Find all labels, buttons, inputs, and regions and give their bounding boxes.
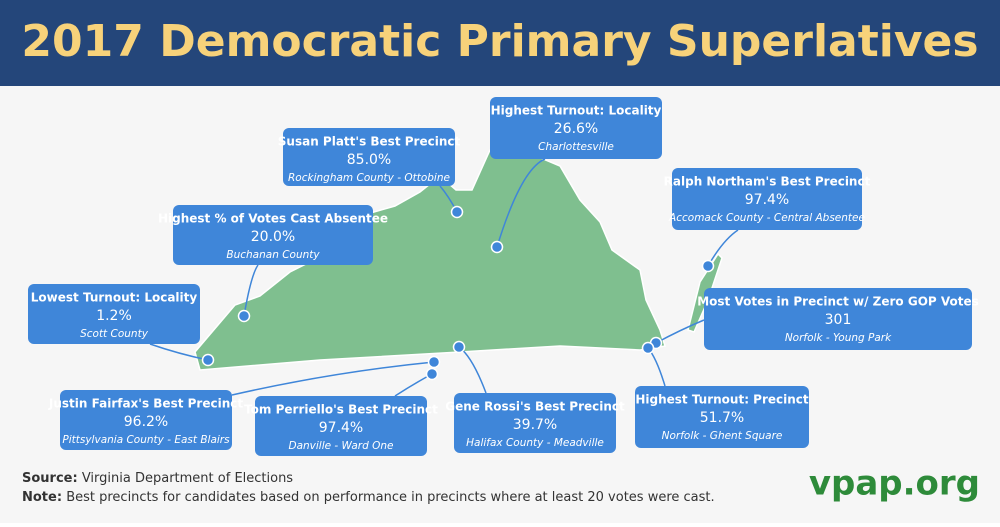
callout-value: 97.4% bbox=[319, 420, 363, 436]
callout-title: Gene Rossi's Best Precinct bbox=[445, 400, 625, 414]
callout-box bbox=[490, 97, 662, 159]
callout-value: 26.6% bbox=[554, 121, 598, 137]
callout-box bbox=[704, 288, 972, 350]
callout: Gene Rossi's Best Precinct 39.7% Halifax C… bbox=[445, 340, 625, 453]
callout: Tom Perriello's Best Precinct 97.4% Danvil… bbox=[244, 367, 439, 456]
callout-box bbox=[283, 128, 455, 186]
leader-line bbox=[496, 158, 546, 248]
callout: Lowest Turnout: Locality 1.2% Scott County bbox=[28, 284, 215, 367]
callout-location: Halifax County - Meadville bbox=[466, 437, 604, 449]
location-dot bbox=[641, 341, 655, 355]
logo: vpap.org bbox=[809, 464, 980, 504]
callout-value: 85.0% bbox=[347, 152, 391, 168]
callout: Susan Platt's Best Precinct 85.0% Rockingh… bbox=[278, 128, 464, 219]
leader-line bbox=[243, 264, 259, 317]
callout-box bbox=[28, 284, 200, 344]
callout: Ralph Northam's Best Precinct 97.4% Accoma… bbox=[664, 168, 871, 273]
callout-title: Ralph Northam's Best Precinct bbox=[664, 175, 871, 189]
callout-location: Rockingham County - Ottobine bbox=[288, 172, 450, 184]
header-band bbox=[0, 0, 1000, 86]
callout-box bbox=[672, 168, 862, 230]
callout-location: Charlottesville bbox=[538, 141, 614, 153]
callout-location: Scott County bbox=[80, 328, 149, 340]
callout-value: 97.4% bbox=[745, 192, 789, 208]
callout: Highest % of Votes Cast Absentee 20.0% Buc… bbox=[158, 205, 388, 323]
callout: Highest Turnout: Precinct 51.7% Norfolk - … bbox=[635, 341, 809, 448]
callout-location: Buchanan County bbox=[226, 249, 320, 261]
callout-box bbox=[60, 390, 232, 450]
callout-location: Norfolk - Ghent Square bbox=[662, 430, 783, 442]
callout-value: 96.2% bbox=[124, 414, 168, 430]
callout-box bbox=[255, 396, 427, 456]
callout-title: Highest Turnout: Locality bbox=[491, 104, 662, 118]
location-dot bbox=[237, 309, 251, 323]
leader-line bbox=[231, 361, 435, 396]
location-dot bbox=[452, 340, 466, 354]
callout-title: Susan Platt's Best Precinct bbox=[278, 135, 461, 149]
location-dot bbox=[425, 367, 439, 381]
callout-box bbox=[454, 393, 616, 453]
callout-title: Highest % of Votes Cast Absentee bbox=[158, 212, 388, 226]
note: Note: Best precincts for candidates base… bbox=[22, 490, 715, 505]
callout-location: Pittsylvania County - East Blairs bbox=[62, 434, 230, 446]
callout-title: Tom Perriello's Best Precinct bbox=[244, 403, 438, 417]
title: 2017 Democratic Primary Superlatives bbox=[21, 16, 978, 67]
location-dot bbox=[427, 355, 441, 369]
callout: Justin Fairfax's Best Precinct 96.2% Pitts… bbox=[48, 355, 441, 450]
location-dot bbox=[450, 205, 464, 219]
callout-value: 20.0% bbox=[251, 229, 295, 245]
location-dot bbox=[490, 240, 504, 254]
callout-location: Norfolk - Young Park bbox=[785, 332, 892, 344]
location-dot bbox=[201, 353, 215, 367]
source: Source: Virginia Department of Elections bbox=[22, 471, 293, 486]
callout-box bbox=[173, 205, 373, 265]
callout-title: Most Votes in Precinct w/ Zero GOP Votes bbox=[697, 295, 979, 309]
callout-location: Accomack County - Central Absentee bbox=[668, 212, 865, 224]
callout-value: 1.2% bbox=[96, 308, 132, 324]
callout-title: Lowest Turnout: Locality bbox=[31, 291, 198, 305]
callout-box bbox=[635, 386, 809, 448]
callout: Most Votes in Precinct w/ Zero GOP Votes… bbox=[649, 288, 979, 350]
callout-title: Highest Turnout: Precinct bbox=[635, 393, 809, 407]
callout: Highest Turnout: Locality 26.6% Charlottes… bbox=[490, 97, 662, 254]
callout-value: 51.7% bbox=[700, 410, 744, 426]
callout-value: 39.7% bbox=[513, 417, 557, 433]
callout-value: 301 bbox=[825, 312, 852, 328]
callout-title: Justin Fairfax's Best Precinct bbox=[48, 397, 243, 411]
location-dot bbox=[701, 259, 715, 273]
callout-location: Danville - Ward One bbox=[288, 440, 393, 452]
